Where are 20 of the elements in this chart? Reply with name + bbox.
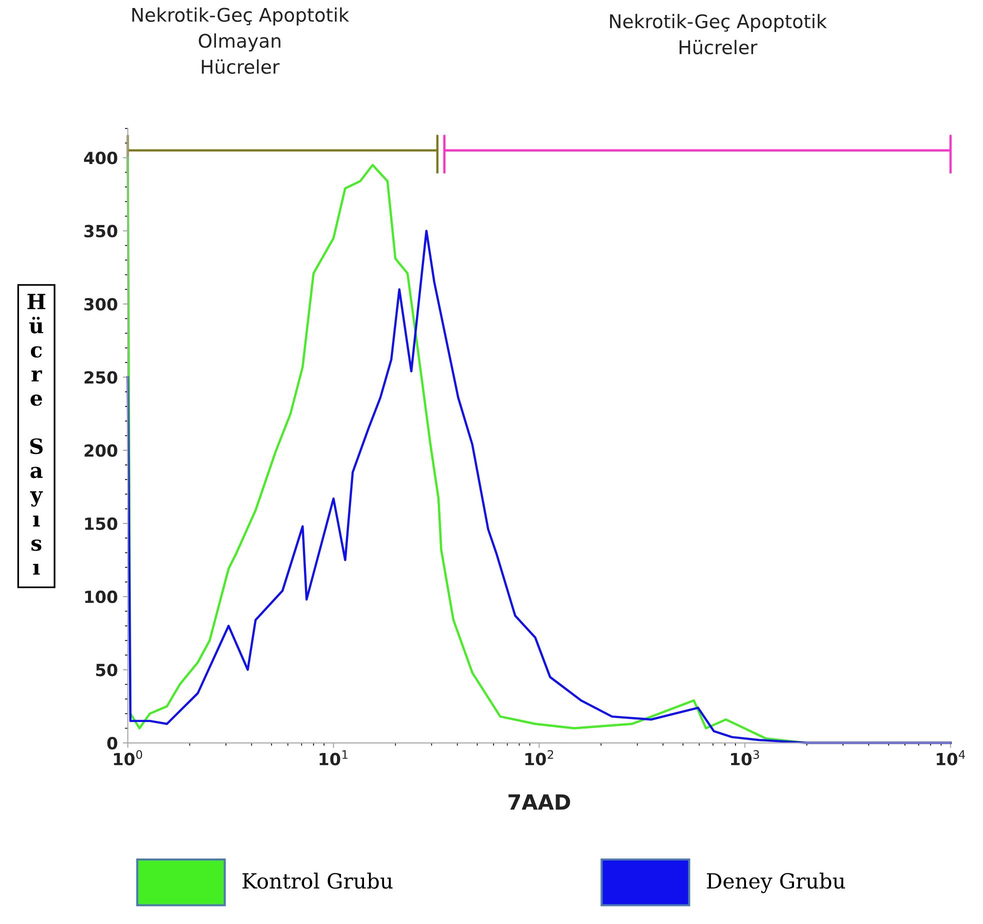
- y-tick-label: 350: [84, 224, 118, 238]
- text: Nekrotik-Geç Apoptotik Hücreler: [610, 14, 827, 54]
- y-tick-label: 100: [85, 590, 118, 604]
- x-tick-label: 10$^{4}$: [936, 750, 966, 766]
- text: Hücre Sayısı: [28, 294, 46, 575]
- y-tick-label: 400: [84, 152, 118, 164]
- y-tick-label: 150: [85, 517, 118, 530]
- x-tick-label: 10$^{3}$: [731, 750, 760, 766]
- legend-label: Kontrol Grubu: [242, 872, 393, 889]
- x-axis-title: 7AAD: [508, 794, 570, 810]
- x-tick-label: 10$^{1}$: [320, 750, 348, 766]
- y-tick-label: 0: [107, 736, 118, 750]
- y-tick-label: 250: [84, 371, 118, 384]
- y-tick-label: 300: [84, 298, 118, 311]
- legend-label: Deney Grubu: [706, 872, 845, 894]
- y-tick-label: 200: [84, 444, 118, 457]
- y-tick-label: 50: [96, 664, 118, 676]
- x-tick-label: 10$^{0}$: [114, 750, 142, 766]
- x-tick-label: 10$^{2}$: [525, 750, 554, 766]
- text: Nekrotik-Geç Apoptotik Olmayan Hücreler: [132, 7, 350, 74]
